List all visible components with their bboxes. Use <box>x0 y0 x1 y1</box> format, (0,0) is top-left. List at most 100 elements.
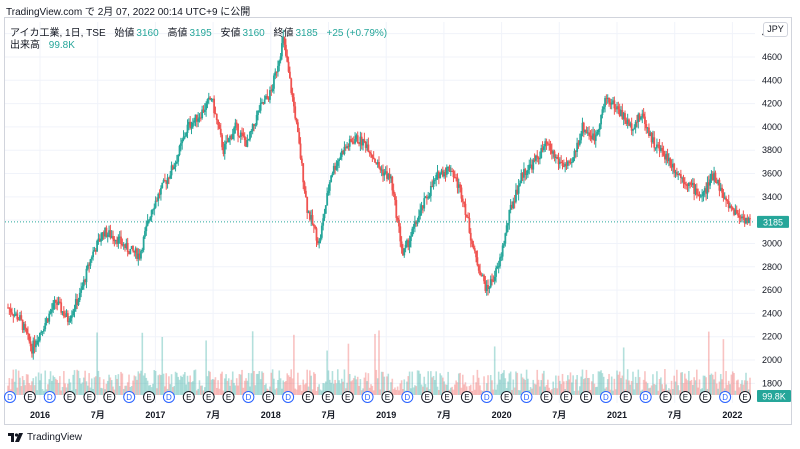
candle-body <box>585 129 588 133</box>
volume-bar <box>114 375 117 395</box>
volume-bar <box>328 379 331 395</box>
candle-body <box>711 173 714 181</box>
volume-bar <box>170 374 173 395</box>
volume-bar <box>547 379 549 395</box>
volume-bar <box>540 380 543 395</box>
volume-bar <box>577 390 580 395</box>
volume-bar <box>719 374 722 395</box>
volume-bar <box>21 376 24 395</box>
candle-body <box>340 151 343 157</box>
candle-body <box>241 132 243 134</box>
volume-bar <box>443 381 445 395</box>
event-marker-label: E <box>464 393 469 402</box>
earnings-marker <box>421 391 434 403</box>
candle-body <box>57 301 60 305</box>
candle-body <box>7 307 9 309</box>
candle-body <box>258 110 261 112</box>
volume-bar <box>182 374 185 395</box>
candle-body <box>375 162 378 165</box>
volume-bar <box>165 373 168 395</box>
candle-body <box>590 135 593 140</box>
event-marker-label: E <box>67 393 72 402</box>
candle-body <box>319 237 322 242</box>
candle-body <box>384 171 387 173</box>
volume-bar <box>483 376 485 395</box>
volume-bar <box>286 373 289 395</box>
earnings-marker <box>23 391 36 403</box>
volume-bar <box>223 378 226 395</box>
volume-bar <box>247 372 250 395</box>
currency-badge[interactable]: JPY <box>763 22 788 37</box>
volume-bar <box>299 384 302 395</box>
volume-bar <box>231 371 234 395</box>
candle-body <box>471 240 473 245</box>
volume-bar <box>596 386 598 395</box>
volume-bar <box>80 383 82 395</box>
event-marker-label: E <box>206 393 211 402</box>
candle-body <box>177 154 180 162</box>
volume-bar <box>108 374 110 395</box>
candle-body <box>183 136 186 138</box>
candle-body <box>300 158 303 164</box>
candle-body <box>141 249 144 252</box>
volume-bar <box>525 369 528 395</box>
volume-bar <box>637 369 640 395</box>
candle-body <box>480 275 483 277</box>
candle-body <box>721 187 723 193</box>
volume-bar <box>561 373 564 395</box>
volume-bar <box>210 379 213 395</box>
y-tick-label: 2800 <box>762 262 782 272</box>
candle-body <box>286 55 289 62</box>
volume-bar <box>507 381 509 395</box>
volume-bar <box>164 386 166 395</box>
last-volume-tag <box>757 390 791 402</box>
candle-body <box>457 184 460 188</box>
candle-body <box>17 319 20 321</box>
candle-body <box>157 193 160 201</box>
candle-body <box>489 279 492 288</box>
candle-body <box>517 185 520 194</box>
volume-bar <box>60 390 62 395</box>
candle-body <box>138 253 141 259</box>
candle-body <box>610 102 613 105</box>
volume-bar <box>576 375 578 395</box>
volume-bar <box>584 378 586 395</box>
candle-body <box>527 170 529 174</box>
volume-bar <box>57 382 60 395</box>
volume-bar <box>749 377 751 395</box>
candle-body <box>424 196 427 199</box>
volume-bar <box>61 386 64 395</box>
candle-body <box>285 44 287 56</box>
candle-body <box>153 207 156 210</box>
volume-bar <box>581 369 584 395</box>
volume-label[interactable]: 出来高 <box>10 40 40 51</box>
volume-bar <box>75 389 77 395</box>
volume-bar <box>618 371 621 395</box>
candle-body <box>320 225 323 238</box>
candle-body <box>169 175 172 179</box>
candle-body <box>621 110 624 119</box>
x-tick-label: 2021 <box>607 410 627 420</box>
candle-body <box>706 182 709 194</box>
volume-bar <box>553 387 556 395</box>
volume-bar <box>281 388 283 395</box>
candle-body <box>149 217 152 221</box>
chart-frame <box>4 17 792 425</box>
volume-bar <box>303 384 306 395</box>
dividend-marker <box>599 391 612 403</box>
volume-bar <box>275 388 278 395</box>
volume-bar <box>122 388 125 395</box>
volume-bar <box>243 380 246 395</box>
symbol-label[interactable]: アイカ工業, 1日, TSE <box>10 28 106 39</box>
volume-bar <box>431 377 433 395</box>
candle-body <box>395 199 398 218</box>
brand-footer[interactable]: TradingView <box>8 432 82 443</box>
candle-body <box>117 237 120 244</box>
volume-bar <box>98 377 101 395</box>
volume-bar <box>438 390 440 395</box>
event-marker-label: D <box>603 393 609 402</box>
volume-bar <box>250 373 253 395</box>
candle-body <box>484 281 487 291</box>
event-marker-label: E <box>742 393 747 402</box>
